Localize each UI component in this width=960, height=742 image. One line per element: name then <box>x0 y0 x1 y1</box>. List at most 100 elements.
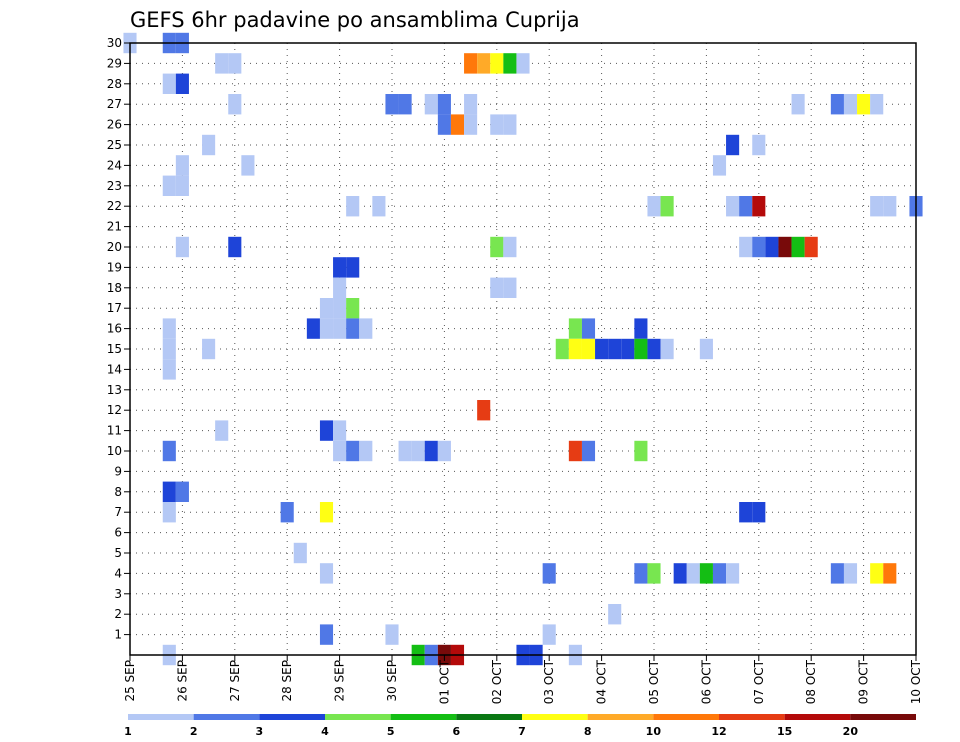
data-cell <box>319 318 334 339</box>
data-cell <box>830 563 844 584</box>
y-tick-label: 2 <box>114 607 122 621</box>
y-tick-label: 6 <box>114 526 122 540</box>
data-cell <box>752 196 766 217</box>
data-cell <box>293 542 307 564</box>
x-tick-label: 28 SEP <box>280 660 294 702</box>
data-cell <box>752 134 766 156</box>
data-cell <box>608 338 622 360</box>
legend-label: 3 <box>256 725 264 738</box>
plot-frame <box>129 42 917 656</box>
y-tick-label: 11 <box>107 424 122 438</box>
legend-swatch <box>390 714 457 720</box>
data-cell <box>333 318 347 339</box>
data-cell <box>175 236 189 258</box>
data-cell <box>883 196 897 217</box>
data-cell <box>346 196 360 217</box>
y-tick-label: 19 <box>107 260 122 274</box>
data-cell <box>319 624 334 645</box>
data-cell <box>490 53 504 74</box>
data-cell <box>372 196 386 217</box>
legend-label: 6 <box>453 725 461 738</box>
data-cell <box>411 440 425 462</box>
data-cell <box>712 155 727 176</box>
data-cell <box>568 440 582 462</box>
data-cell <box>503 236 517 258</box>
x-tick-label: 02 OCT <box>490 659 504 704</box>
legend-swatch <box>850 714 916 720</box>
y-tick-label: 3 <box>114 587 122 601</box>
y-tick-label: 14 <box>107 362 122 376</box>
data-cell <box>175 73 189 94</box>
axes: 1234567891011121314151617181920212223242… <box>107 36 923 704</box>
legend-swatch <box>522 714 588 720</box>
data-cell <box>280 502 294 523</box>
legend-swatch <box>784 714 851 720</box>
y-tick-label: 26 <box>107 118 122 132</box>
y-tick-label: 1 <box>114 628 122 642</box>
data-cell <box>752 502 766 523</box>
data-cell <box>857 94 871 115</box>
data-cell <box>581 440 596 462</box>
y-tick-label: 28 <box>107 77 122 91</box>
data-cell <box>490 236 504 258</box>
y-tick-label: 9 <box>114 464 122 478</box>
data-cell <box>634 440 648 462</box>
x-tick-label: 01 OCT <box>437 659 451 704</box>
legend-swatch <box>325 714 391 720</box>
data-cell <box>398 440 412 462</box>
data-cell <box>437 440 451 462</box>
y-tick-label: 30 <box>107 36 122 50</box>
data-cell <box>634 318 648 339</box>
data-cell <box>503 277 517 298</box>
data-cells <box>123 32 923 666</box>
legend-label: 1 <box>124 725 132 738</box>
y-tick-label: 12 <box>107 403 122 417</box>
x-tick-label: 05 OCT <box>647 659 661 704</box>
data-cell <box>385 624 399 645</box>
y-tick-label: 13 <box>107 383 122 397</box>
legend-swatch <box>719 714 785 720</box>
data-cell <box>791 94 805 115</box>
legend-swatch <box>193 714 260 720</box>
data-cell <box>647 563 661 584</box>
data-cell <box>333 277 347 298</box>
data-cell <box>490 277 504 298</box>
x-tick-label: 08 OCT <box>804 659 818 704</box>
data-cell <box>162 481 176 502</box>
data-cell <box>686 563 700 584</box>
data-cell <box>162 502 176 523</box>
data-cell <box>228 94 242 115</box>
legend-label: 12 <box>711 725 726 738</box>
y-tick-label: 5 <box>114 546 122 560</box>
y-tick-label: 8 <box>114 485 122 499</box>
legend-label: 20 <box>843 725 859 738</box>
data-cell <box>346 440 360 462</box>
x-tick-label: 04 OCT <box>595 659 609 704</box>
legend-swatch <box>587 714 654 720</box>
data-cell <box>621 338 635 360</box>
legend-label: 5 <box>387 725 395 738</box>
data-cell <box>437 114 451 135</box>
data-cell <box>581 338 596 360</box>
data-cell <box>359 318 373 339</box>
data-cell <box>726 134 740 156</box>
y-tick-label: 21 <box>107 220 122 234</box>
data-cell <box>647 196 661 217</box>
y-tick-label: 16 <box>107 322 122 336</box>
legend-swatch <box>259 714 325 720</box>
data-cell <box>804 236 818 258</box>
data-cell <box>765 236 779 258</box>
legend-label: 15 <box>777 725 792 738</box>
data-cell <box>162 175 176 196</box>
legend-label: 7 <box>518 725 526 738</box>
y-tick-label: 29 <box>107 56 122 70</box>
data-cell <box>228 53 242 74</box>
data-cell <box>503 114 517 135</box>
data-cell <box>699 563 713 584</box>
y-tick-label: 15 <box>107 342 122 356</box>
data-cell <box>477 400 491 421</box>
data-cell <box>699 338 713 360</box>
x-tick-label: 07 OCT <box>752 659 766 704</box>
legend-label: 2 <box>190 725 198 738</box>
data-cell <box>306 318 320 339</box>
